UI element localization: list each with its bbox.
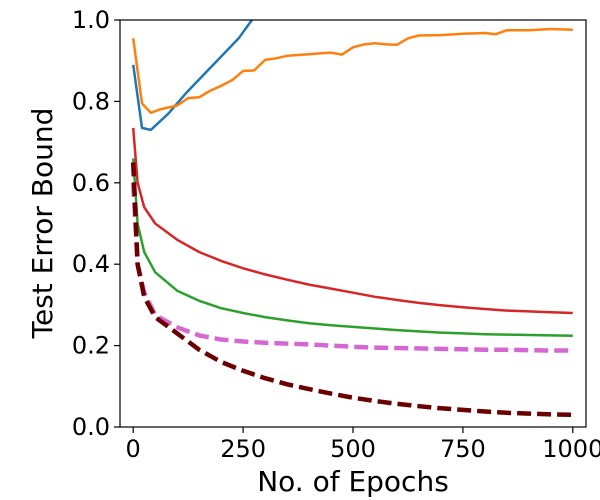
x-tick-label: 1000 xyxy=(542,435,600,463)
x-axis-label: No. of Epochs xyxy=(257,465,449,498)
y-tick-label: 0.0 xyxy=(72,413,110,441)
y-tick-label: 0.8 xyxy=(72,87,110,115)
y-axis-label: Test Error Bound xyxy=(26,108,59,340)
series-line-2 xyxy=(131,27,573,115)
x-tick-label: 250 xyxy=(220,435,266,463)
x-tick-label: 500 xyxy=(330,435,376,463)
y-tick-label: 1.0 xyxy=(72,6,110,34)
y-axis: 0.0 0.2 0.4 0.6 0.8 1.0 xyxy=(72,6,120,441)
y-tick-label: 0.2 xyxy=(72,332,110,360)
y-tick-label: 0.6 xyxy=(72,169,110,197)
series-line-5 xyxy=(130,182,573,353)
series-line-1 xyxy=(131,20,253,132)
series-line-6 xyxy=(130,162,573,418)
series-layer xyxy=(130,20,573,418)
series-line-3 xyxy=(131,127,573,315)
x-tick-label: 750 xyxy=(440,435,486,463)
x-axis: 0 250 500 750 1000 xyxy=(126,427,600,463)
y-tick-label: 0.4 xyxy=(72,250,110,278)
x-tick-label: 0 xyxy=(126,435,141,463)
series-line-4 xyxy=(131,158,573,338)
